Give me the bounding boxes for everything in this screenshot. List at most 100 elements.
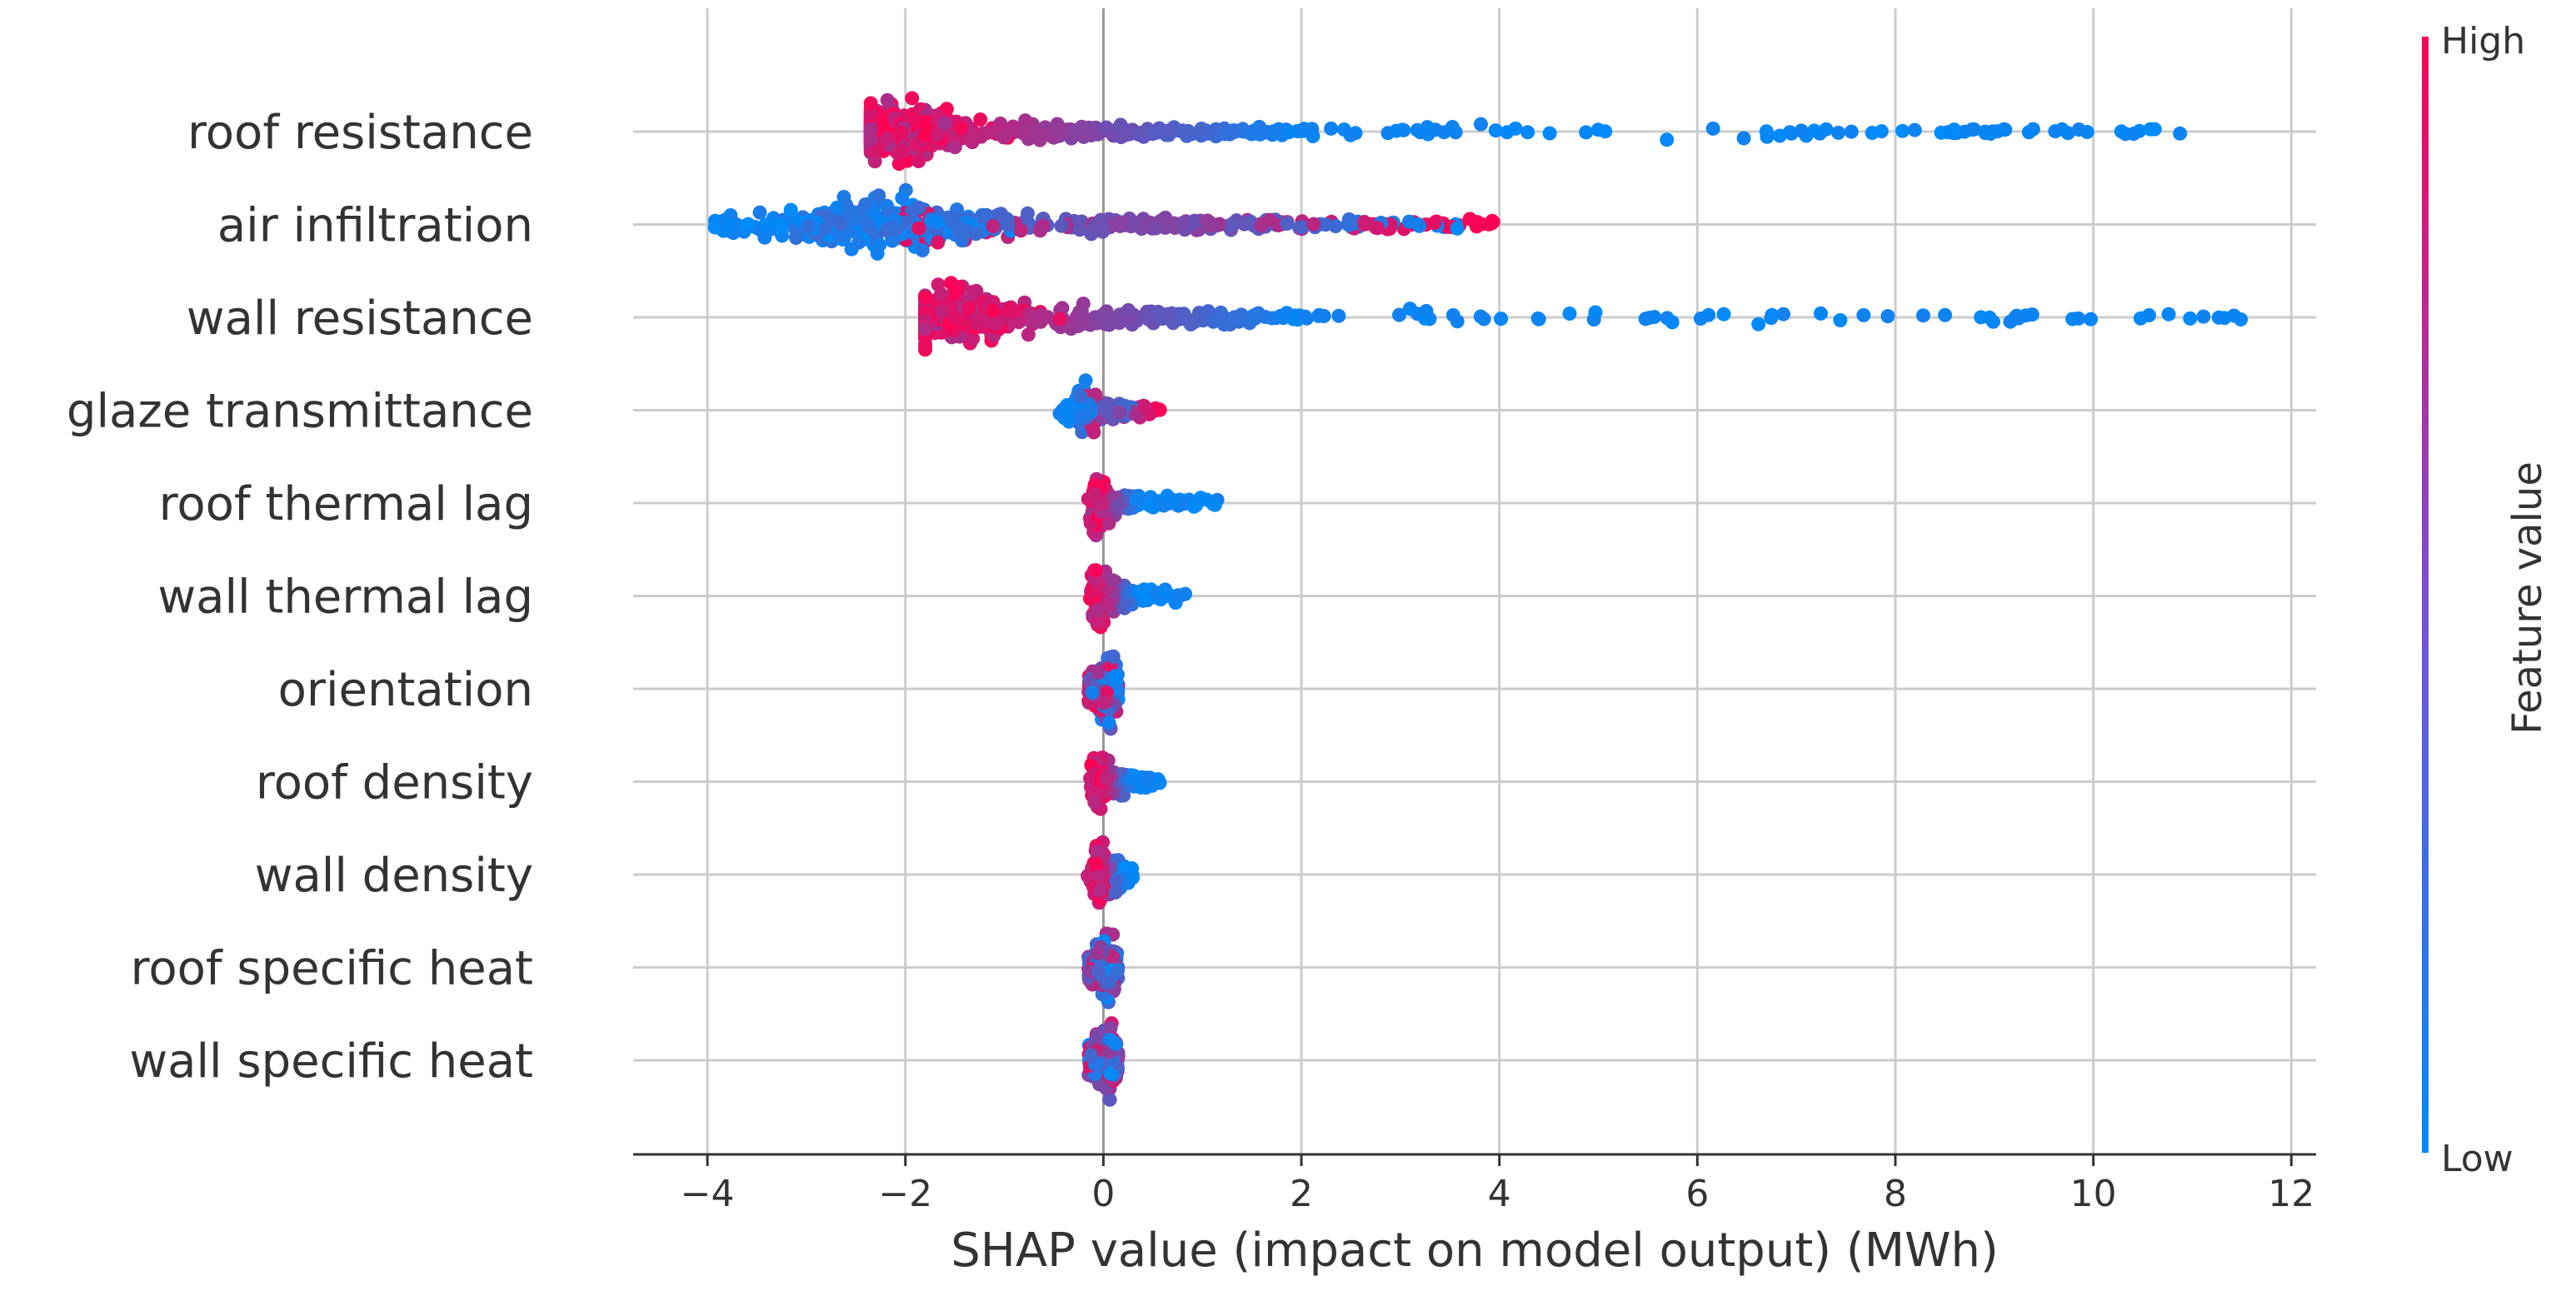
data-point <box>1102 317 1116 332</box>
data-point <box>1155 312 1170 326</box>
data-point <box>860 216 875 231</box>
data-point <box>1844 124 1859 139</box>
data-point <box>1485 213 1500 228</box>
data-point <box>1401 214 1416 229</box>
data-point <box>1192 123 1207 138</box>
data-point <box>960 224 975 239</box>
data-point <box>1075 308 1090 323</box>
data-point <box>1113 117 1128 132</box>
data-point <box>1342 217 1357 232</box>
data-point <box>1660 132 1675 147</box>
data-point <box>1807 123 1822 138</box>
data-point <box>1099 120 1114 135</box>
data-point <box>1488 123 1503 138</box>
data-point <box>1073 389 1088 404</box>
data-point <box>964 132 979 147</box>
data-point <box>1101 715 1116 730</box>
feature-labels: roof resistance air infiltration wall resi… <box>67 106 533 1089</box>
data-point <box>1520 125 1535 140</box>
data-point <box>1983 127 1998 141</box>
data-point <box>1450 221 1465 236</box>
data-point <box>2024 307 2039 322</box>
data-point <box>1831 125 1846 140</box>
x-tick-label: −2 <box>878 1173 932 1215</box>
data-point <box>822 212 837 227</box>
data-point <box>1462 212 1477 227</box>
data-point <box>1106 649 1121 664</box>
data-point <box>1934 125 1949 140</box>
data-point <box>863 122 878 137</box>
data-point <box>741 217 756 232</box>
data-point <box>1445 308 1460 322</box>
data-point <box>2196 309 2211 324</box>
data-point <box>1129 493 1144 507</box>
x-axis-title: SHAP value (impact on model output) (MWh… <box>951 1224 1999 1278</box>
data-point <box>918 322 932 336</box>
data-point <box>893 126 908 140</box>
colorbar: High Low Feature value <box>2422 20 2551 1180</box>
data-point <box>895 191 910 206</box>
data-point <box>1124 771 1139 786</box>
x-tick-label: 6 <box>1685 1173 1709 1215</box>
data-point <box>1772 128 1787 143</box>
data-point <box>1033 223 1048 238</box>
data-point <box>1295 123 1310 138</box>
data-point <box>2021 125 2036 140</box>
data-point <box>917 127 932 142</box>
x-axis: −4 −2 0 2 4 6 8 10 12 <box>633 1153 2316 1215</box>
data-point <box>1159 586 1174 601</box>
data-point <box>1716 307 1731 322</box>
data-point <box>1295 220 1310 235</box>
data-point <box>1052 312 1067 326</box>
data-point <box>1233 312 1248 326</box>
data-point <box>1021 327 1036 342</box>
data-point <box>1109 874 1124 889</box>
data-point <box>1542 126 1557 141</box>
data-point <box>1311 308 1326 323</box>
data-point <box>1013 223 1028 238</box>
feature-label: wall thermal lag <box>157 571 533 625</box>
data-point <box>1331 308 1346 323</box>
data-point <box>1099 403 1114 418</box>
data-point <box>2084 312 2098 326</box>
data-point <box>1343 127 1358 142</box>
data-point <box>979 207 994 222</box>
data-point <box>1751 317 1766 331</box>
data-point <box>1476 312 1491 326</box>
data-point <box>1072 222 1087 237</box>
data-point <box>1108 1036 1123 1051</box>
x-tick-label: 8 <box>1884 1173 1907 1215</box>
data-point <box>1054 218 1069 233</box>
data-point <box>1161 123 1176 138</box>
data-point <box>833 227 847 242</box>
data-point <box>1402 302 1417 317</box>
data-point <box>1006 119 1021 134</box>
data-point <box>1076 297 1091 312</box>
data-point <box>1144 497 1159 512</box>
data-point <box>2173 126 2188 141</box>
data-point <box>1814 306 1828 321</box>
data-point <box>1126 218 1141 233</box>
feature-label: roof density <box>256 756 533 810</box>
data-point <box>2008 310 2023 325</box>
data-point <box>2065 312 2080 326</box>
data-point <box>801 219 815 234</box>
data-point <box>1419 304 1434 318</box>
data-point <box>863 96 878 111</box>
data-point <box>1895 123 1910 138</box>
feature-label: wall specific heat <box>129 1034 533 1089</box>
data-point <box>2048 124 2063 139</box>
data-point <box>1051 118 1066 133</box>
data-point <box>1140 309 1155 324</box>
data-point <box>1149 125 1164 140</box>
data-point <box>1380 126 1395 141</box>
data-point <box>1206 496 1221 511</box>
data-point <box>1237 217 1251 232</box>
data-point <box>934 287 948 302</box>
data-point <box>1137 400 1152 415</box>
feature-label: orientation <box>278 663 533 717</box>
data-point <box>966 331 981 346</box>
data-point <box>931 235 946 250</box>
data-point <box>1588 305 1603 320</box>
data-point <box>1410 122 1425 137</box>
